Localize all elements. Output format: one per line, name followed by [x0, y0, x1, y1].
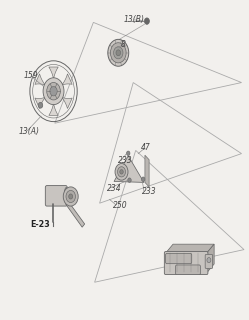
- Polygon shape: [66, 202, 85, 227]
- Circle shape: [141, 177, 145, 181]
- Circle shape: [115, 164, 128, 180]
- Polygon shape: [62, 74, 72, 85]
- Text: 250: 250: [113, 201, 128, 210]
- Text: 13(B): 13(B): [123, 15, 144, 24]
- Circle shape: [63, 187, 78, 206]
- Text: 233: 233: [142, 188, 157, 196]
- Circle shape: [207, 258, 211, 263]
- Circle shape: [66, 190, 75, 203]
- Ellipse shape: [64, 188, 68, 203]
- FancyBboxPatch shape: [176, 265, 200, 275]
- Polygon shape: [207, 244, 214, 273]
- Polygon shape: [49, 67, 58, 79]
- Circle shape: [38, 102, 43, 108]
- Polygon shape: [166, 244, 214, 253]
- Circle shape: [128, 178, 131, 182]
- Polygon shape: [35, 97, 45, 108]
- FancyBboxPatch shape: [166, 253, 192, 264]
- Polygon shape: [49, 103, 58, 116]
- Text: 8: 8: [121, 40, 126, 49]
- Polygon shape: [145, 155, 149, 187]
- Polygon shape: [114, 156, 144, 182]
- Circle shape: [110, 43, 126, 63]
- Polygon shape: [35, 74, 45, 85]
- Polygon shape: [62, 97, 72, 108]
- Text: 233: 233: [118, 156, 133, 164]
- Text: 47: 47: [141, 143, 150, 152]
- Circle shape: [116, 50, 121, 56]
- Circle shape: [108, 39, 129, 66]
- Text: 13(A): 13(A): [19, 127, 40, 136]
- FancyBboxPatch shape: [205, 254, 213, 268]
- Circle shape: [43, 78, 64, 105]
- FancyBboxPatch shape: [45, 186, 67, 206]
- Circle shape: [144, 18, 149, 24]
- Text: 159: 159: [24, 71, 38, 80]
- Text: 234: 234: [107, 184, 122, 193]
- Circle shape: [126, 151, 130, 156]
- Circle shape: [114, 47, 123, 59]
- Circle shape: [47, 83, 60, 100]
- Circle shape: [50, 86, 57, 96]
- Text: E-23: E-23: [30, 220, 50, 229]
- FancyBboxPatch shape: [164, 252, 208, 275]
- Circle shape: [69, 194, 73, 199]
- Circle shape: [120, 170, 123, 174]
- Circle shape: [118, 167, 125, 177]
